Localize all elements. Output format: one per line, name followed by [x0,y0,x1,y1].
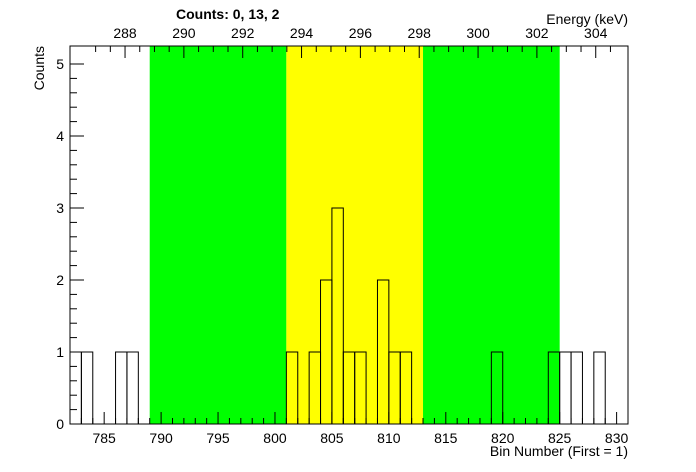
x-tick-label: 815 [434,430,458,446]
x2-axis-title: Energy (keV) [546,11,628,27]
top-energy-axis: 288 290 292 294 296 298 300 302 304 [95,25,611,58]
histogram-bin-828 [593,351,606,425]
chart-title: Counts: 0, 13, 2 [176,6,280,22]
histogram-bin-787 [126,351,139,425]
x2-tick-label: 300 [466,25,490,41]
y-axis: 0 1 2 3 4 5 [56,56,84,432]
x-tick-label: 820 [491,430,515,446]
y-tick-label: 1 [56,344,64,360]
x-tick-label: 830 [605,430,629,446]
histogram-bin-826 [570,351,583,425]
x-tick-label: 785 [92,430,116,446]
x2-tick-label: 290 [172,25,196,41]
plot-frame [69,45,629,425]
histogram-bin-786 [115,351,128,425]
x-tick-label: 800 [263,430,287,446]
x2-tick-label: 304 [584,25,608,41]
x-tick-label: 795 [206,430,230,446]
x-tick-label: 825 [548,430,572,446]
y-tick-label: 3 [56,200,64,216]
y-tick-label: 0 [56,416,64,432]
x2-tick-label: 296 [349,25,373,41]
x-tick-label: 790 [149,430,173,446]
x2-tick-label: 302 [525,25,549,41]
x2-tick-label: 288 [113,25,137,41]
region-background-left [149,46,287,424]
histogram-bin-783 [80,351,94,425]
x2-tick-label: 292 [231,25,255,41]
x-tick-label: 805 [320,430,344,446]
histogram-bin-825 [559,351,572,425]
histogram-bin-782 [69,351,82,425]
x2-tick-label: 294 [290,25,314,41]
y-tick-label: 5 [56,56,64,72]
x-tick-label: 810 [377,430,401,446]
y-tick-label: 2 [56,272,64,288]
y-tick-label: 4 [56,128,64,144]
regions-layer [149,46,560,424]
x-axis-title: Bin Number (First = 1) [490,443,628,459]
y-axis-title: Counts [31,46,47,90]
x2-tick-label: 298 [408,25,432,41]
x-axis: 785 790 795 800 805 810 815 820 825 830 [69,412,629,446]
